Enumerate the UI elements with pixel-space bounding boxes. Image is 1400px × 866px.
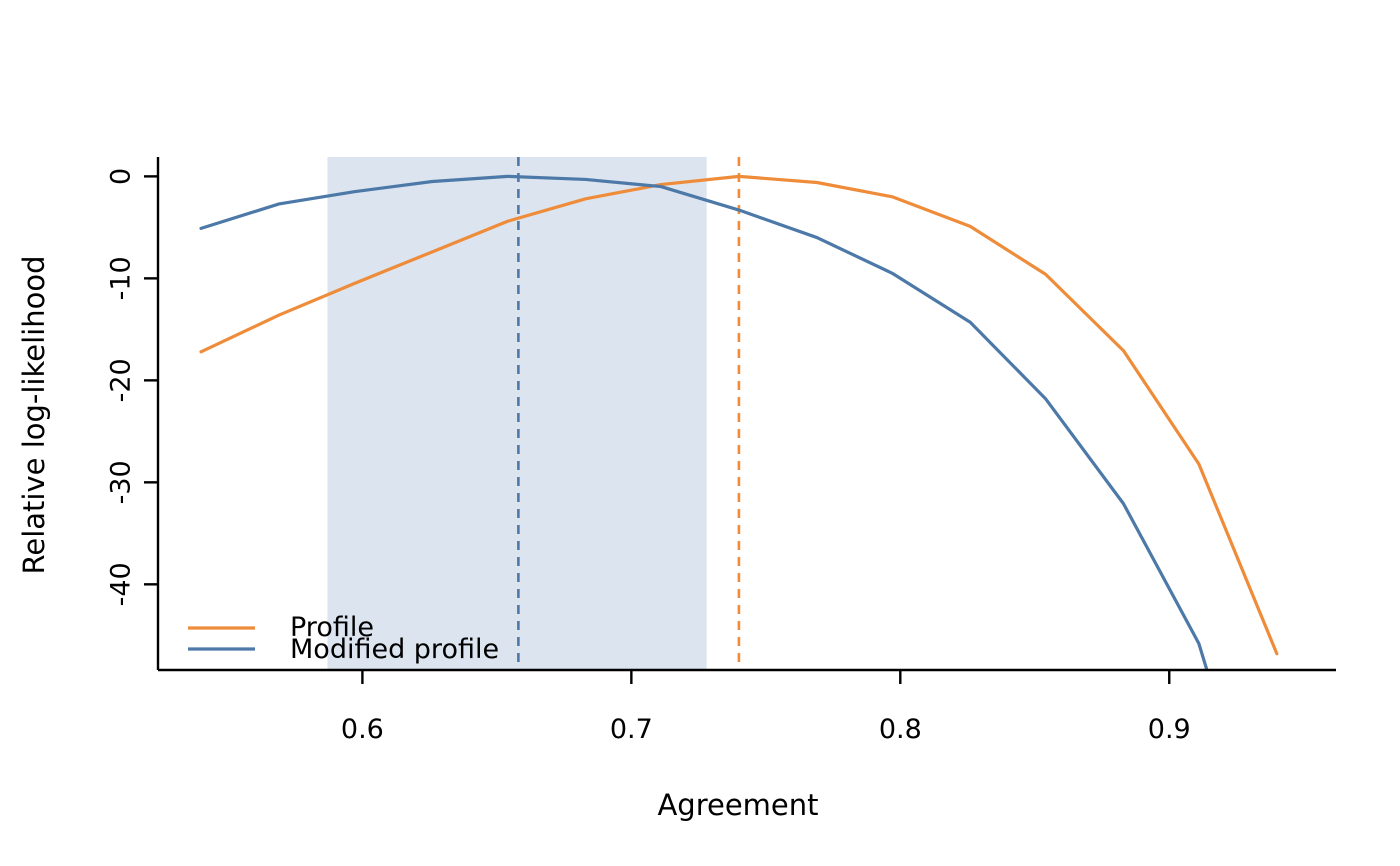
vline-layer — [517, 157, 741, 670]
y-tick-label: -10 — [106, 256, 137, 300]
x-tick-label: 0.9 — [1148, 714, 1191, 745]
series-line-1 — [199, 174, 1209, 670]
legend: Profile Modified profile — [188, 612, 499, 665]
confidence-band-layer — [327, 157, 707, 670]
x-axis-title: Agreement — [657, 788, 818, 822]
series-layer — [199, 174, 1279, 670]
y-axis-title: Relative log-likelihood — [17, 256, 51, 575]
y-tick-label: -40 — [106, 562, 137, 606]
axis-layer: 0.6 0.7 0.8 0.9 0 -10 -20 -30 -40 — [106, 157, 1336, 745]
y-tick-label: -20 — [106, 358, 137, 402]
confidence-band — [327, 157, 707, 670]
legend-label-modified-profile: Modified profile — [290, 634, 499, 665]
y-tick-label: -30 — [106, 460, 137, 504]
legend-label-profile: Profile — [290, 612, 374, 643]
x-tick-label: 0.7 — [610, 714, 653, 745]
series-line-0 — [199, 174, 1279, 656]
x-tick-label: 0.8 — [879, 714, 922, 745]
y-tick-label: 0 — [106, 168, 137, 185]
x-tick-label: 0.6 — [341, 714, 384, 745]
